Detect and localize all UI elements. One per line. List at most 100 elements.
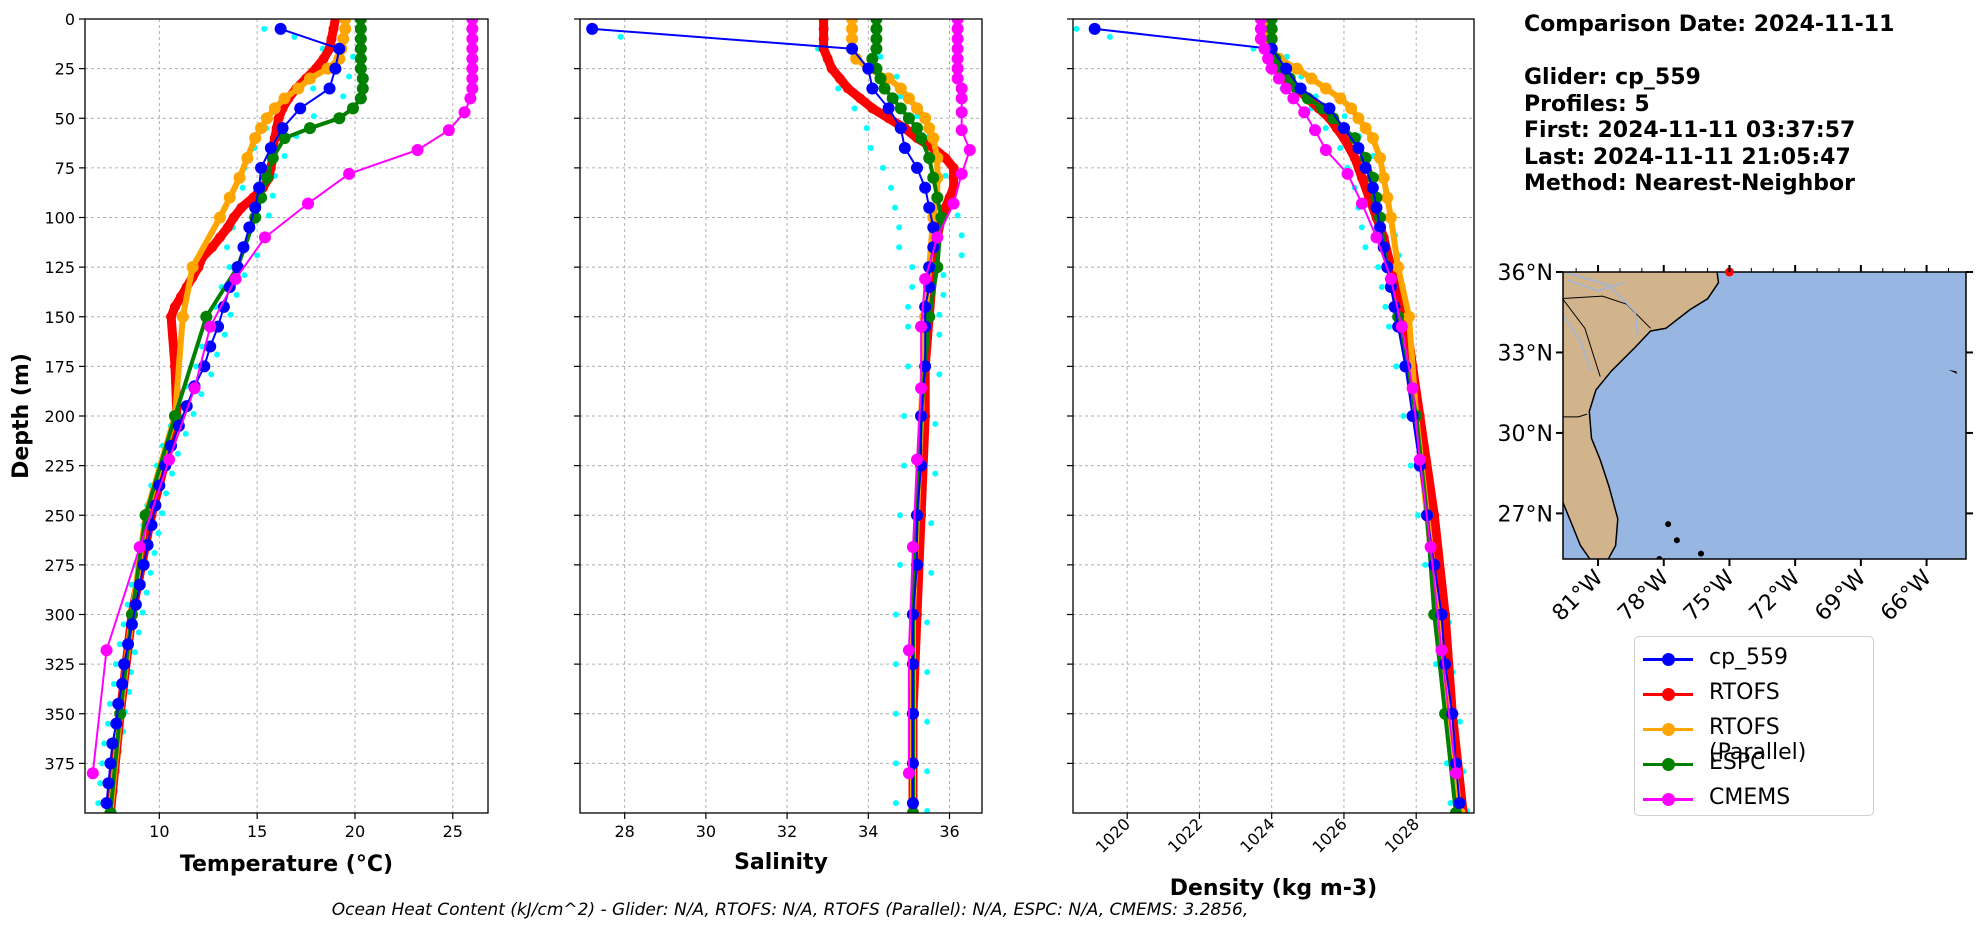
glider-profile-point [1400, 413, 1407, 419]
glider-profile-point [1341, 113, 1348, 120]
legend-marker-rtofs-parallel [1662, 723, 1675, 736]
glider-profile-point [555, 26, 561, 32]
series-marker-cmems [951, 62, 964, 75]
series-marker-cmems [1413, 453, 1426, 466]
series-marker-rtofs-parallel [846, 22, 859, 35]
y-tick-label: 325 [44, 655, 75, 674]
series-marker-cmems [163, 453, 176, 466]
glider-profile-point [97, 780, 104, 787]
series-marker-rtofs [330, 19, 341, 24]
glider-profile-point [879, 164, 886, 171]
series-marker-glider [125, 618, 138, 631]
series-marker-rtofs [818, 43, 829, 54]
series-marker-cmems [343, 167, 356, 180]
series-marker-cmems [1265, 62, 1278, 75]
panel-salinity: 28 30 32 34 36 Salinity [555, 18, 983, 875]
series-marker-rtofs-parallel [850, 52, 863, 65]
series-marker-espc [1265, 19, 1278, 25]
legend-label-rtofs-parallel: RTOFS (Parallel) [1709, 715, 1807, 765]
glider-profile-point [1337, 145, 1344, 152]
series-marker-cmems [951, 42, 964, 55]
series-marker-cmems [951, 22, 964, 35]
series-marker-rtofs [166, 311, 177, 322]
glider-profile-point [1422, 561, 1429, 568]
series-marker-rtofs-parallel [339, 22, 352, 35]
x-axis-label: Density (kg m-3) [1170, 876, 1378, 901]
series-marker-rtofs [273, 113, 284, 124]
map-river [1567, 279, 1625, 292]
series-marker-cmems [133, 541, 146, 554]
series-marker-cmems [466, 32, 479, 45]
series-marker-glider [846, 42, 859, 55]
y-tick-label: 0 [65, 10, 75, 29]
y-tick-label: 275 [44, 556, 75, 575]
series-marker-cmems [188, 382, 201, 395]
glider-profile-point [863, 125, 870, 132]
glider-profile-point [942, 172, 949, 179]
series-marker-rtofs-parallel [846, 19, 859, 25]
legend-marker-glider [1662, 653, 1675, 666]
series-marker-rtofs [834, 73, 845, 84]
series-marker-espc [923, 151, 936, 164]
ocean-heat-content-note: Ocean Heat Content (kJ/cm^2) - Glider: N… [331, 900, 1249, 920]
series-marker-glider [866, 82, 879, 95]
series-marker-cmems [915, 382, 928, 395]
glider-profile-point [954, 212, 961, 219]
series-marker-espc [356, 72, 369, 85]
series-marker-cmems [302, 197, 315, 210]
series-marker-glider [927, 221, 940, 234]
series-marker-glider [129, 598, 142, 611]
method: Method: Nearest-Neighbor [1524, 171, 1855, 196]
series-marker-glider [255, 161, 268, 174]
x-tick-label: 28 [614, 822, 634, 841]
glider-profile-point [254, 252, 261, 259]
series-marker-espc [333, 112, 346, 125]
series-marker-glider [911, 161, 924, 174]
series-marker-rtofs-parallel [1374, 151, 1387, 164]
glider-profile-point [241, 272, 248, 279]
series-marker-cmems [1254, 22, 1267, 35]
series-marker-glider [1374, 221, 1387, 234]
x-tick-label: 10 [149, 822, 169, 841]
glider-profile-point [1362, 244, 1369, 251]
glider-profile-point [120, 621, 127, 628]
glider-profile-point [958, 232, 965, 239]
series-marker-glider [1449, 757, 1462, 770]
glider-profile-point [239, 184, 246, 191]
glider-profile-point [143, 589, 150, 596]
series-marker-glider [915, 410, 928, 422]
series-marker-espc [878, 82, 891, 95]
series-marker-espc [200, 310, 213, 323]
series-marker-espc [1265, 22, 1278, 35]
y-tick-label: 350 [44, 705, 75, 724]
series-marker-cmems [1406, 382, 1419, 395]
series-marker-cmems [1287, 92, 1300, 105]
glider-profile-point [221, 331, 228, 338]
x-tick-label: 1022 [1164, 814, 1206, 856]
y-tick-label: 100 [44, 209, 75, 228]
legend-label-glider: cp_559 [1709, 645, 1789, 670]
glider-profile-point [896, 244, 903, 251]
series-marker-rtofs [1357, 172, 1368, 183]
glider-profile-point [95, 800, 102, 807]
glider-profile-point [928, 569, 935, 576]
series-marker-cmems [458, 106, 471, 119]
series-marker-cmems [466, 62, 479, 75]
series-marker-rtofs-parallel [1392, 261, 1405, 274]
series-marker-cmems [466, 82, 479, 95]
glider-profile-point [155, 530, 162, 537]
series-marker-espc [931, 191, 944, 204]
legend-label-rtofs: RTOFS [1709, 680, 1780, 705]
series-marker-rtofs-parallel [1359, 122, 1372, 135]
series-marker-cmems [955, 92, 968, 105]
series-marker-cmems [100, 644, 113, 657]
series-marker-cmems [902, 644, 915, 657]
series-marker-cmems [1449, 767, 1462, 780]
map-state-border [1563, 413, 1588, 418]
series-marker-glider [919, 300, 932, 313]
series-marker-glider [329, 62, 342, 75]
y-tick-label: 300 [44, 606, 75, 625]
glider-profile-point [169, 470, 176, 477]
glider-profile-point [909, 264, 916, 271]
map-lon-label: 66°W [1876, 565, 1937, 626]
